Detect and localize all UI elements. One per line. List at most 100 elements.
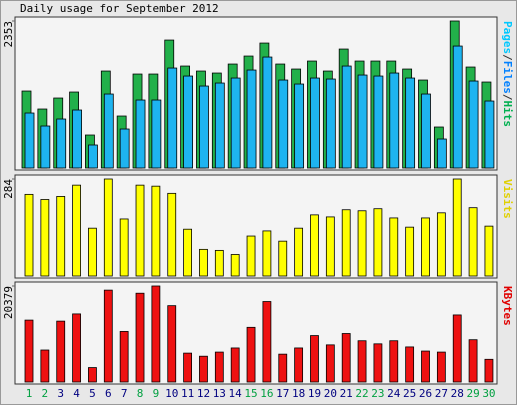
bar <box>373 208 383 277</box>
bar <box>357 210 367 277</box>
bar <box>72 184 81 277</box>
bar <box>262 56 273 169</box>
bar <box>135 292 145 383</box>
x-tick-label: 8 <box>137 387 144 400</box>
bar <box>119 128 130 169</box>
x-tick-label: 6 <box>105 387 112 400</box>
bar <box>24 193 34 277</box>
series-label: Pages/Files/Hits <box>501 21 514 127</box>
bar <box>40 125 51 169</box>
bar <box>389 340 399 383</box>
x-tick-label: 11 <box>181 387 194 400</box>
x-tick-label: 13 <box>213 387 226 400</box>
bar <box>214 82 225 169</box>
bar <box>88 367 97 383</box>
y-tick-label: 284 <box>2 179 15 199</box>
x-tick-label: 2 <box>42 387 49 400</box>
x-tick-label: 28 <box>451 387 464 400</box>
x-tick-label: 15 <box>244 387 257 400</box>
bar <box>357 74 368 169</box>
x-tick-label: 3 <box>57 387 64 400</box>
bar <box>484 225 494 277</box>
bar <box>452 314 462 383</box>
bar <box>262 230 272 277</box>
bar <box>436 351 446 383</box>
bar <box>135 99 146 169</box>
bar <box>199 85 209 169</box>
y-tick-label: 20379 <box>2 286 15 319</box>
x-tick-label: 20 <box>324 387 337 400</box>
bar <box>421 93 431 169</box>
bar <box>119 331 129 383</box>
series-label-part: Visits <box>501 179 514 219</box>
bar <box>56 118 67 169</box>
bar <box>40 349 50 383</box>
bar <box>325 344 335 383</box>
bar <box>405 226 415 277</box>
bar <box>246 235 256 277</box>
bar <box>421 217 430 277</box>
series-label-part: Files <box>501 61 514 94</box>
bar <box>214 249 224 277</box>
bar <box>167 192 177 277</box>
bar <box>199 355 208 383</box>
bar <box>72 313 81 383</box>
bar <box>468 207 478 277</box>
series-label: KBytes <box>501 286 514 326</box>
bar <box>40 199 50 277</box>
x-tick-label: 14 <box>229 387 243 400</box>
bar <box>389 72 400 169</box>
x-tick-label: 4 <box>73 387 80 400</box>
bar <box>135 184 145 277</box>
bar <box>373 343 383 383</box>
bar <box>183 228 193 277</box>
bar <box>294 347 304 383</box>
x-tick-label: 26 <box>419 387 432 400</box>
x-tick-label: 18 <box>292 387 305 400</box>
series-label-part: Pages <box>501 21 514 54</box>
panel <box>14 281 498 385</box>
bar <box>88 144 98 169</box>
bar <box>278 353 288 383</box>
bar <box>405 77 416 169</box>
bar <box>230 77 241 169</box>
x-tick-label: 25 <box>403 387 416 400</box>
bar <box>88 227 97 277</box>
x-tick-label: 12 <box>197 387 210 400</box>
bar <box>24 319 34 383</box>
bar <box>72 109 82 169</box>
bar <box>151 285 161 383</box>
bar <box>24 112 35 169</box>
x-tick-label: 23 <box>371 387 384 400</box>
bar <box>103 289 113 383</box>
x-tick-label: 17 <box>276 387 289 400</box>
x-tick-label: 7 <box>121 387 128 400</box>
bar <box>452 45 463 169</box>
bar <box>294 83 305 169</box>
bar <box>167 67 178 169</box>
bar <box>56 196 66 277</box>
bar <box>405 346 415 383</box>
x-tick-label: 29 <box>466 387 479 400</box>
bar <box>103 93 114 169</box>
x-tick-label: 24 <box>387 387 401 400</box>
bar <box>230 254 240 277</box>
x-tick-label: 1 <box>26 387 33 400</box>
bar <box>341 65 352 169</box>
bar <box>310 77 320 169</box>
x-tick-label: 9 <box>153 387 160 400</box>
bar <box>484 100 495 169</box>
bar <box>214 351 224 383</box>
bar <box>151 185 161 277</box>
bar <box>278 79 289 169</box>
x-tick-label: 27 <box>435 387 448 400</box>
bar <box>246 69 257 169</box>
series-label: Visits <box>501 179 514 219</box>
bar <box>278 240 288 277</box>
bar <box>468 339 478 383</box>
bar <box>199 248 208 277</box>
x-tick-label: 19 <box>308 387 321 400</box>
bar <box>119 218 129 277</box>
x-tick-label: 21 <box>340 387 353 400</box>
